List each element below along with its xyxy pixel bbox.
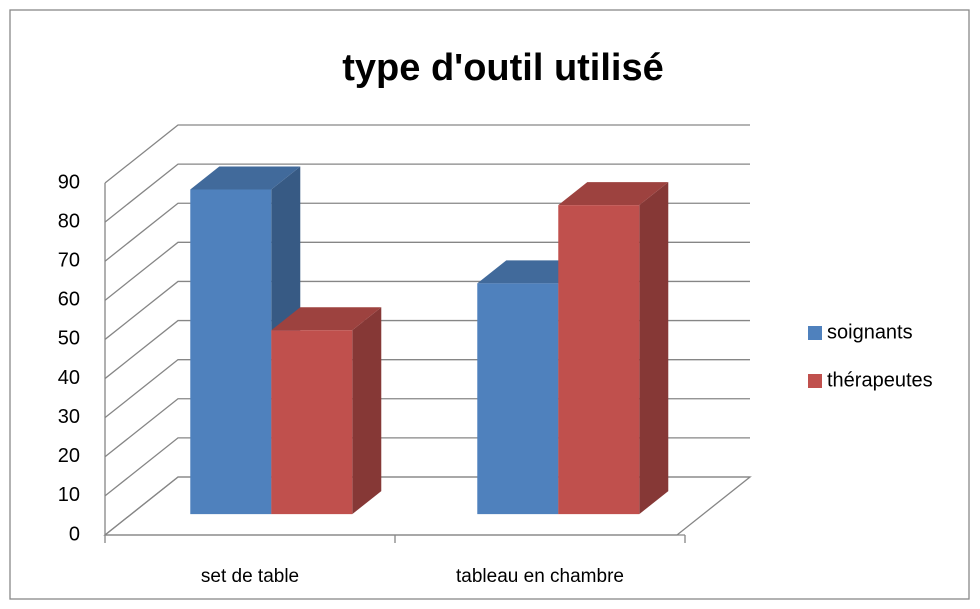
legend-swatch — [808, 374, 822, 388]
bar-front — [271, 330, 353, 515]
legend-label: soignants — [827, 321, 913, 343]
bar-front — [558, 205, 640, 515]
bar — [271, 307, 382, 515]
y-tick-label: 10 — [58, 484, 80, 506]
x-tick-label: set de table — [201, 566, 299, 587]
chart-title: type d'outil utilisé — [342, 47, 664, 89]
y-tick-label: 80 — [58, 210, 80, 232]
bar-side — [639, 182, 669, 515]
y-tick-label: 40 — [58, 367, 80, 389]
bar — [558, 182, 669, 515]
y-tick-label: 0 — [69, 523, 80, 545]
y-tick-label: 30 — [58, 406, 80, 428]
legend-label: thérapeutes — [827, 369, 933, 391]
x-tick-label: tableau en chambre — [456, 566, 624, 587]
y-tick-label: 60 — [58, 289, 80, 311]
bar-top — [558, 182, 669, 206]
bar-front — [477, 283, 559, 515]
y-tick-label: 90 — [58, 171, 80, 193]
grid-line — [104, 124, 750, 184]
bar-top — [190, 166, 301, 190]
grid-line — [104, 163, 750, 223]
legend-swatch — [808, 326, 822, 340]
y-tick-label: 50 — [58, 328, 80, 350]
bar-top — [271, 307, 382, 331]
grid-line — [104, 202, 750, 262]
bar-side — [352, 307, 382, 515]
y-tick-label: 20 — [58, 445, 80, 467]
y-tick-label: 70 — [58, 250, 80, 272]
bar-front — [190, 189, 272, 515]
